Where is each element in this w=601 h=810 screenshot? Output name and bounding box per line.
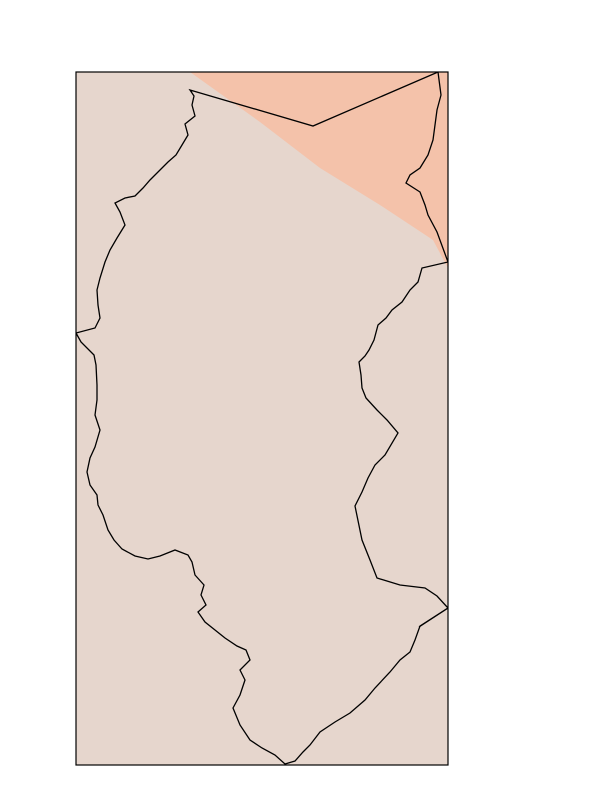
map-frame [75, 71, 449, 766]
anomaly-fill-warm [190, 72, 448, 268]
region-boundary-east-arm [418, 607, 448, 628]
region-boundary [76, 72, 448, 765]
map-panel [76, 72, 448, 765]
